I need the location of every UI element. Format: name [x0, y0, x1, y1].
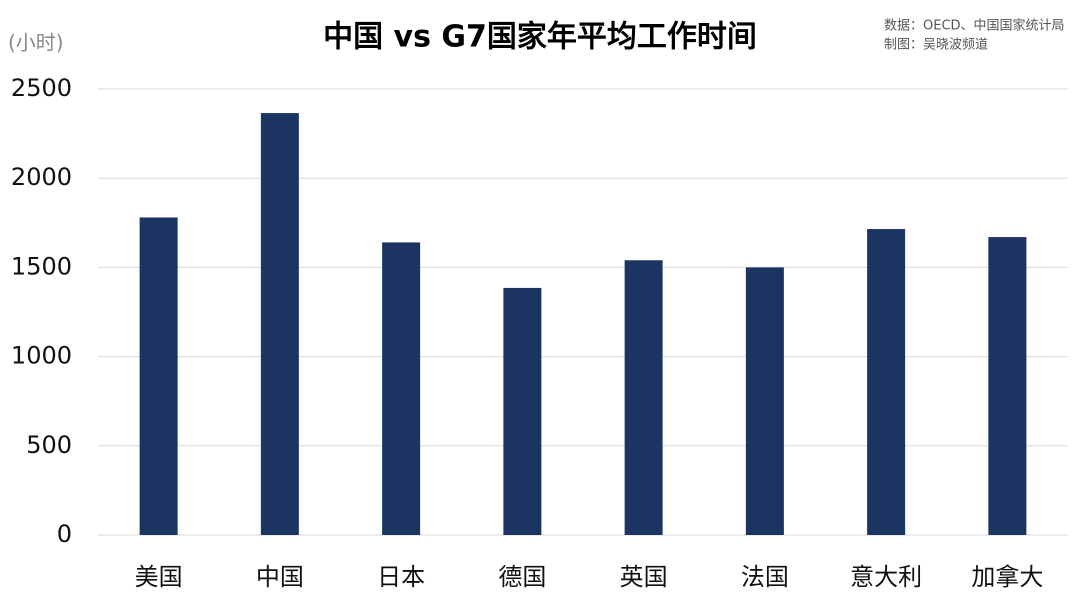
x-tick-label: 意大利: [850, 563, 922, 591]
x-tick-label: 美国: [135, 563, 183, 591]
y-axis-label: (小时): [8, 31, 64, 55]
x-tick-label: 法国: [741, 563, 789, 591]
bar: [745, 267, 784, 535]
y-tick-label: 1500: [11, 252, 72, 280]
y-tick-label: 500: [26, 431, 72, 459]
chart-title: 中国 vs G7国家年平均工作时间: [323, 20, 757, 55]
x-tick-label: 日本: [377, 563, 425, 591]
bar: [867, 229, 906, 535]
x-tick-label: 英国: [620, 563, 668, 591]
y-tick-label: 2000: [11, 163, 72, 191]
bar: [988, 237, 1027, 535]
x-tick-label: 德国: [498, 563, 546, 591]
source-note: 数据：OECD、中国国家统计局: [884, 18, 1065, 34]
bar: [260, 113, 299, 536]
y-tick-label: 2500: [11, 74, 72, 102]
y-tick-label: 0: [57, 520, 72, 548]
bar: [624, 260, 663, 535]
y-tick-label: 1000: [11, 342, 72, 370]
bar: [382, 242, 421, 535]
bar: [139, 217, 178, 535]
credit-note: 制图：吴晓波频道: [884, 38, 988, 53]
x-tick-label: 中国: [256, 563, 304, 591]
x-tick-label: 加拿大: [971, 563, 1043, 591]
bar: [503, 287, 542, 535]
